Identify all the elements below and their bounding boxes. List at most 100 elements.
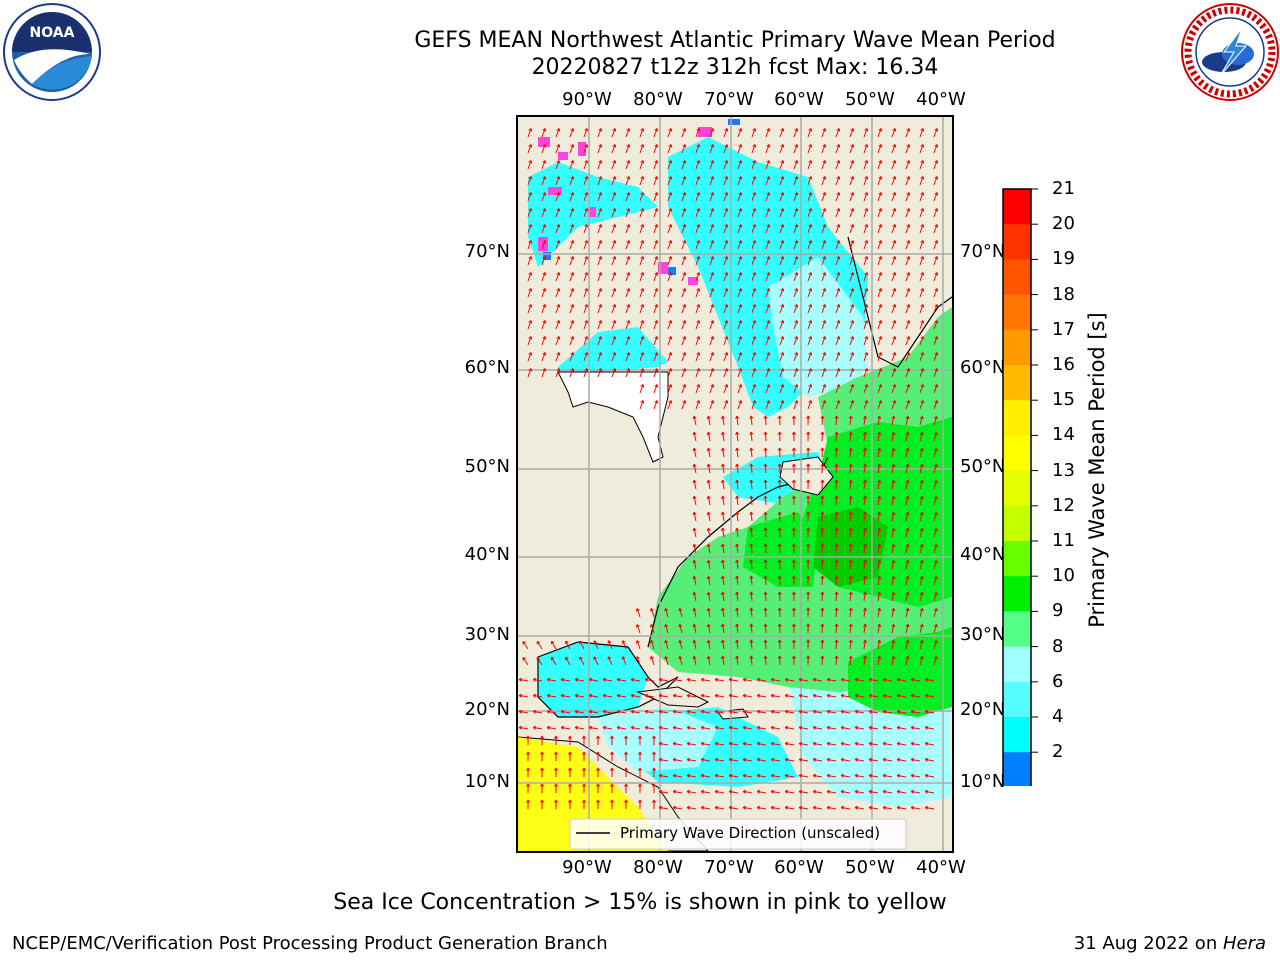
wave-arrow	[826, 725, 837, 730]
wave-arrow	[695, 384, 701, 394]
wave-arrow	[807, 176, 813, 186]
lat-label-right: 50°N	[960, 456, 1006, 477]
wave-arrow	[597, 336, 603, 346]
wave-arrow	[765, 224, 771, 234]
wave-arrow	[882, 773, 893, 778]
wave-arrow	[522, 657, 529, 666]
wave-arrow	[848, 639, 853, 650]
wave-arrow	[706, 495, 711, 506]
wave-arrow	[554, 735, 558, 745]
wave-arrow	[596, 751, 600, 761]
wave-arrow	[820, 591, 825, 602]
wave-arrow	[749, 623, 754, 634]
wave-arrow	[527, 336, 533, 346]
wave-arrow	[735, 463, 740, 474]
wave-arrow	[664, 640, 669, 650]
wave-arrow	[905, 336, 911, 346]
wave-arrow	[820, 655, 825, 666]
wave-arrow	[532, 693, 543, 698]
wave-arrow	[784, 693, 795, 698]
wave-arrow	[695, 320, 701, 330]
wave-arrow	[720, 543, 725, 554]
wave-arrow	[793, 320, 799, 330]
wave-arrow	[624, 783, 628, 793]
wave-arrow	[765, 240, 771, 250]
wave-arrow	[686, 789, 697, 794]
wave-arrow	[596, 767, 600, 777]
wave-arrow	[616, 677, 627, 682]
wave-arrow	[834, 559, 839, 570]
wave-arrow	[527, 224, 533, 234]
wave-arrow	[749, 479, 754, 490]
wave-arrow	[569, 368, 575, 378]
wave-arrow	[555, 224, 561, 234]
wave-direction-arrows	[518, 128, 939, 810]
wave-arrow	[868, 693, 879, 698]
wave-arrow	[919, 224, 925, 234]
wave-arrow	[877, 527, 882, 538]
wave-arrow	[863, 288, 869, 298]
wave-arrow	[910, 789, 921, 794]
wave-arrow	[735, 495, 740, 506]
wave-arrow	[695, 352, 701, 362]
wave-arrow	[540, 783, 544, 793]
wave-arrow	[751, 192, 757, 202]
wave-arrow	[742, 693, 753, 698]
wave-arrow	[933, 256, 939, 266]
wave-arrow	[546, 693, 557, 698]
wave-arrow	[777, 431, 782, 442]
wave-arrow	[826, 741, 837, 746]
wave-arrow	[593, 640, 599, 650]
wave-arrow	[779, 368, 785, 378]
wave-arrow	[720, 607, 725, 618]
wave-arrow	[554, 783, 558, 793]
wave-arrow	[583, 368, 589, 378]
wave-arrow	[611, 320, 617, 330]
wave-arrow	[905, 384, 911, 394]
wave-arrow	[877, 128, 883, 138]
wave-arrow	[896, 709, 907, 714]
wave-arrow	[877, 431, 882, 442]
wave-arrow	[700, 709, 711, 714]
wave-arrow	[905, 128, 911, 138]
wave-arrow	[798, 725, 809, 730]
wave-arrow	[607, 640, 613, 650]
wave-arrow	[919, 447, 924, 458]
wave-arrow	[863, 368, 869, 378]
wave-arrow	[639, 176, 645, 186]
wave-arrow	[763, 559, 768, 570]
wave-arrow	[667, 128, 673, 138]
wave-arrow	[751, 160, 757, 170]
wave-arrow	[849, 128, 855, 138]
wave-arrow	[583, 128, 589, 138]
wave-arrow	[777, 527, 782, 538]
wave-arrow	[658, 789, 669, 794]
wave-arrow	[737, 224, 743, 234]
wave-arrow	[933, 208, 939, 218]
wave-arrow	[597, 176, 603, 186]
wave-arrow	[597, 272, 603, 282]
wave-arrow	[933, 144, 939, 154]
wave-arrow	[597, 160, 603, 170]
colorbar	[1000, 186, 1060, 817]
wave-arrow	[695, 224, 701, 234]
wave-arrow	[706, 447, 711, 458]
wave-arrow	[793, 288, 799, 298]
colorbar-tick-label: 13	[1052, 459, 1075, 481]
wave-arrow	[756, 789, 767, 794]
wave-arrow	[835, 368, 841, 378]
wave-arrow	[849, 192, 855, 202]
wave-arrow	[532, 677, 543, 682]
wave-arrow	[700, 725, 711, 730]
wave-arrow	[568, 767, 572, 777]
wave-arrow	[742, 725, 753, 730]
wave-arrow	[709, 304, 715, 314]
wave-arrow	[868, 757, 879, 762]
wave-arrow	[756, 677, 767, 682]
wave-arrow	[807, 160, 813, 170]
wave-arrow	[835, 144, 841, 154]
wave-arrow	[667, 144, 673, 154]
wave-arrow	[791, 639, 796, 650]
wave-arrow	[541, 208, 547, 218]
wave-arrow	[793, 368, 799, 378]
